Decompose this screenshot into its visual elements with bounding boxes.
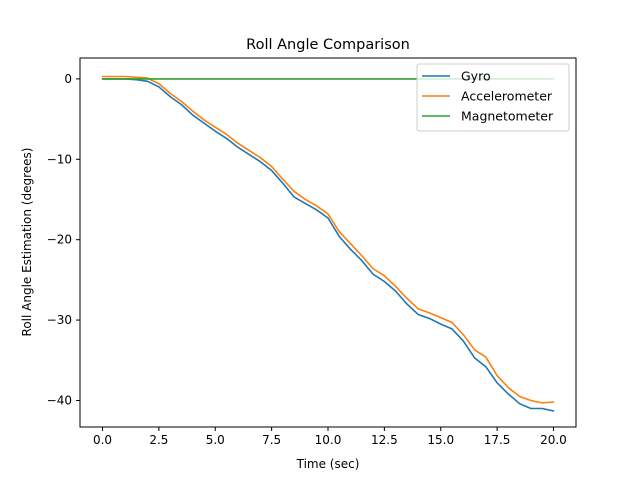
x-tick-label: 5.0 <box>206 433 225 447</box>
y-axis-label: Roll Angle Estimation (degrees) <box>20 148 34 337</box>
y-tick-label: −30 <box>47 313 72 327</box>
x-axis: 0.0 2.5 5.0 7.5 10.0 12.5 15.0 17.5 20.0 <box>93 427 567 447</box>
x-tick-label: 12.5 <box>371 433 398 447</box>
legend-frame <box>416 63 570 132</box>
chart-title: Roll Angle Comparison <box>246 37 410 53</box>
y-axis: 0 −10 −20 −30 −40 <box>47 72 80 407</box>
x-tick-label: 2.5 <box>149 433 168 447</box>
y-tick-label: 0 <box>64 72 72 86</box>
x-tick-label: 15.0 <box>427 433 454 447</box>
x-tick-label: 7.5 <box>262 433 281 447</box>
y-tick-label: −20 <box>47 233 72 247</box>
y-tick-label: −10 <box>47 152 72 166</box>
legend-items: Gyro Accelerometer Magnetometer <box>422 69 554 124</box>
series-line-accelerometer <box>101 75 555 404</box>
legend: Gyro Accelerometer Magnetometer <box>416 63 570 132</box>
legend-label-accelerometer: Accelerometer <box>461 89 553 104</box>
series-line-gyro <box>101 78 555 412</box>
y-tick-label: −40 <box>47 393 72 407</box>
x-tick-label: 10.0 <box>315 433 342 447</box>
legend-label-magnetometer: Magnetometer <box>461 109 554 124</box>
legend-label-gyro: Gyro <box>461 69 491 84</box>
x-tick-label: 20.0 <box>540 433 567 447</box>
x-axis-label: Time (sec) <box>296 457 360 471</box>
x-tick-label: 0.0 <box>93 433 112 447</box>
x-tick-label: 17.5 <box>484 433 511 447</box>
